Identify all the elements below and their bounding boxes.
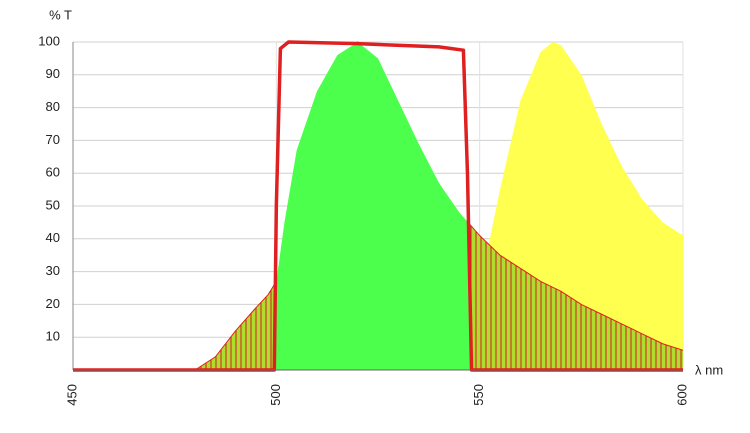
y-axis-label: % T (49, 7, 72, 22)
y-tick-label: 60 (46, 165, 60, 180)
y-tick-label: 20 (46, 296, 60, 311)
y-tick-label: 100 (38, 33, 60, 48)
spectrum-area (195, 42, 683, 370)
y-tick-label: 30 (46, 263, 60, 278)
y-tick-label: 40 (46, 230, 60, 245)
y-tick-label: 70 (46, 132, 60, 147)
y-tick-label: 90 (46, 66, 60, 81)
x-axis-label: λ nm (695, 362, 723, 377)
x-tick-label: 500 (268, 384, 283, 406)
y-tick-label: 80 (46, 99, 60, 114)
y-tick-label: 10 (46, 329, 60, 344)
y-tick-label: 50 (46, 197, 60, 212)
x-tick-label: 600 (674, 384, 689, 406)
x-tick-label: 550 (471, 384, 486, 406)
filter-line (73, 40, 683, 372)
x-tick-label: 450 (64, 384, 79, 406)
